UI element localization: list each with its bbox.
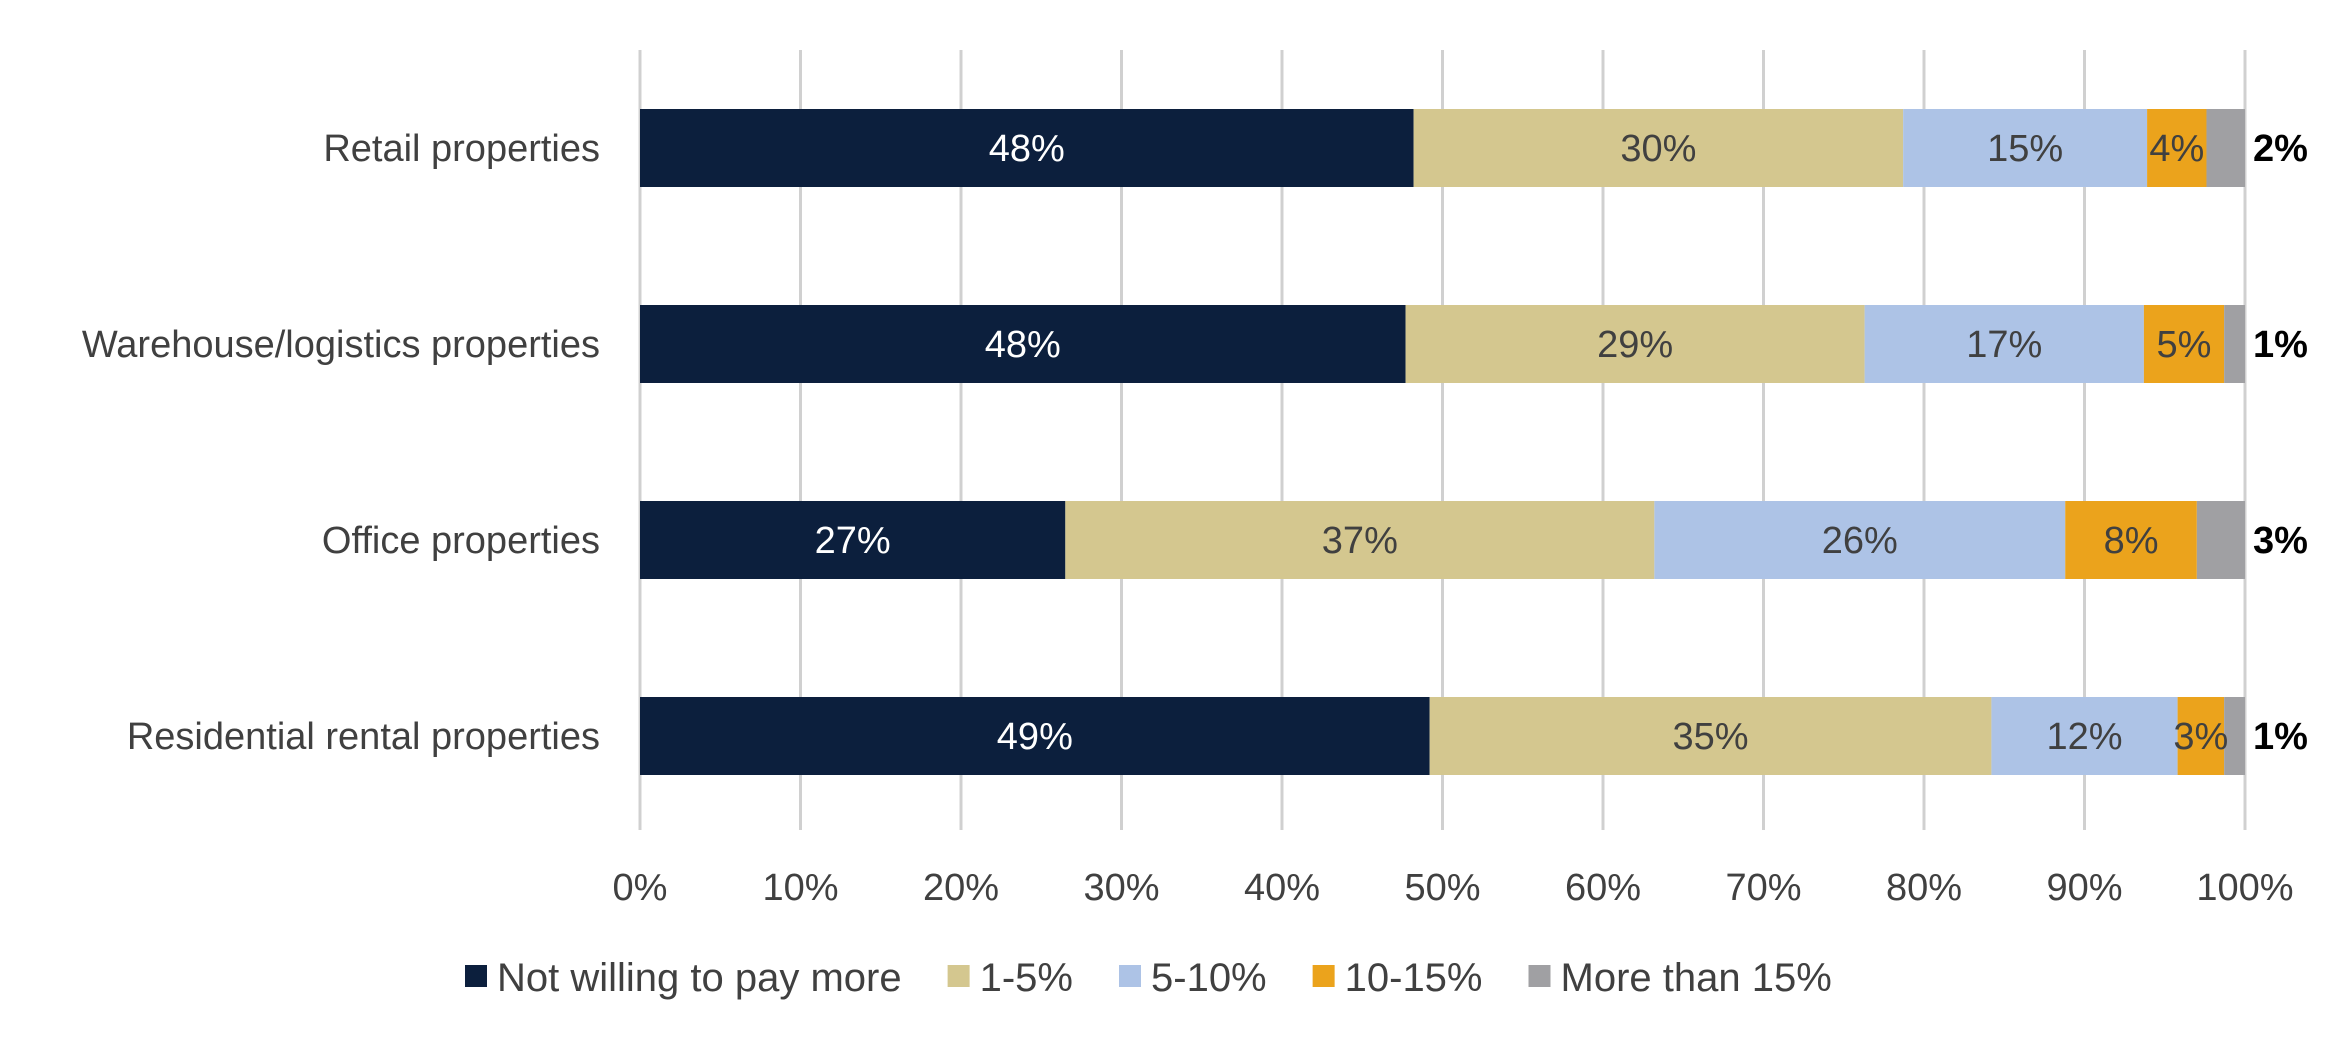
legend-swatch-more-than-15 xyxy=(1528,965,1551,987)
data-label: 5% xyxy=(2157,324,2212,366)
x-tick-label: 70% xyxy=(1725,867,1801,909)
data-label: 12% xyxy=(2046,716,2122,758)
bar-segments xyxy=(640,109,2245,775)
x-tick-label: 90% xyxy=(2046,867,2122,909)
data-label: 49% xyxy=(997,716,1073,758)
bar-segment-1-5 xyxy=(1429,697,1992,775)
x-tick-label: 0% xyxy=(613,867,668,909)
data-label: 1% xyxy=(2253,324,2308,366)
x-tick-label: 20% xyxy=(923,867,999,909)
legend-swatch-10-15 xyxy=(1312,965,1335,987)
bar-segment-not-willing-to-pay-more xyxy=(640,305,1406,383)
legend: Not willing to pay more 1-5% 5-10% 10-15% Mo… xyxy=(465,956,1832,1000)
bar-segment-5-10 xyxy=(1903,109,2148,187)
bar-segment-not-willing-to-pay-more xyxy=(640,697,1430,775)
bar-segment-more-than-15 xyxy=(2196,501,2245,579)
x-tick-label: 50% xyxy=(1404,867,1480,909)
bar-segment-more-than-15 xyxy=(2206,109,2245,187)
category-label-office-properties: Office properties xyxy=(322,520,600,562)
bar-segment-10-15 xyxy=(2143,305,2225,383)
legend-swatch-not-willing-to-pay-more xyxy=(465,965,487,987)
legend-swatch-1-5 xyxy=(947,965,970,987)
data-label: 26% xyxy=(1822,520,1898,562)
bar-segment-10-15 xyxy=(2177,697,2225,775)
bar-segment-more-than-15 xyxy=(2224,697,2245,775)
category-labels: Retail properties Warehouse/logistics pro… xyxy=(82,128,600,758)
data-label: 8% xyxy=(2104,520,2159,562)
data-label: 15% xyxy=(1987,128,2063,170)
data-label: 35% xyxy=(1673,716,1749,758)
x-tick-label: 60% xyxy=(1565,867,1641,909)
x-axis-tick-labels: 0% 10% 20% 30% 40% 50% 60% 70% 80% 90% 100% xyxy=(613,867,2294,909)
data-label: 2% xyxy=(2253,128,2308,170)
bar-segment-5-10 xyxy=(1864,305,2144,383)
bar-segment-not-willing-to-pay-more xyxy=(640,501,1066,579)
legend-label-5-10: 5-10% xyxy=(1151,956,1267,1000)
legend-label-more-than-15: More than 15% xyxy=(1561,956,1832,1000)
bar-segment-not-willing-to-pay-more xyxy=(640,109,1414,187)
legend-swatch-5-10 xyxy=(1119,965,1141,987)
legend-label-not-willing-to-pay-more: Not willing to pay more xyxy=(497,956,902,1000)
bar-segment-10-15 xyxy=(2147,109,2207,187)
legend-label-1-5: 1-5% xyxy=(980,956,1073,1000)
bar-segment-more-than-15 xyxy=(2224,305,2245,383)
data-label: 17% xyxy=(1966,324,2042,366)
x-tick-label: 80% xyxy=(1886,867,1962,909)
bar-segment-10-15 xyxy=(2065,501,2197,579)
category-label-retail-properties: Retail properties xyxy=(323,128,600,170)
bar-segment-5-10 xyxy=(1991,697,2178,775)
x-tick-label: 10% xyxy=(762,867,838,909)
data-label: 3% xyxy=(2253,520,2308,562)
data-label: 3% xyxy=(2173,716,2228,758)
category-label-residential-rental-properties: Residential rental properties xyxy=(127,716,600,758)
data-label: 30% xyxy=(1620,128,1696,170)
bar-segment-1-5 xyxy=(1413,109,1904,187)
legend-label-10-15: 10-15% xyxy=(1345,956,1483,1000)
data-label: 27% xyxy=(815,520,891,562)
bar-segment-5-10 xyxy=(1654,501,2066,579)
x-tick-label: 30% xyxy=(1083,867,1159,909)
data-label: 29% xyxy=(1597,324,1673,366)
data-label: 1% xyxy=(2253,716,2308,758)
bar-segment-1-5 xyxy=(1405,305,1865,383)
x-tick-label: 40% xyxy=(1244,867,1320,909)
x-tick-label: 100% xyxy=(2196,867,2293,909)
data-label: 4% xyxy=(2149,128,2204,170)
data-label: 48% xyxy=(985,324,1061,366)
bar-segment-1-5 xyxy=(1065,501,1655,579)
data-label: 37% xyxy=(1322,520,1398,562)
segment-labels: 48% 30% 15% 4% 2% 48% 29% 17% 5% 1% 27% 37% 26% 8% 3% 4… xyxy=(815,128,2308,758)
data-label: 48% xyxy=(989,128,1065,170)
category-label-warehouse-logistics-properties: Warehouse/logistics properties xyxy=(82,324,600,366)
